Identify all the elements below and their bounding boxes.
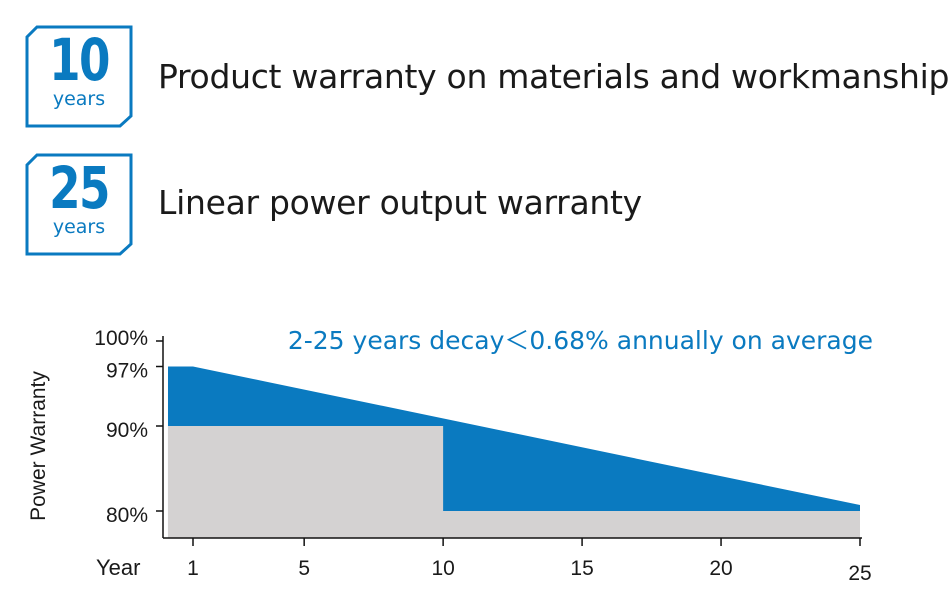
x-tick-label: 5 xyxy=(298,557,310,580)
x-tick-label: 20 xyxy=(709,557,732,580)
badge-unit: years xyxy=(52,216,106,238)
x-tick-label: 15 xyxy=(570,557,593,580)
x-tick-label: 25 xyxy=(848,562,871,585)
product-warranty-text: Product warranty on materials and workma… xyxy=(158,57,950,96)
x-tick-label: 1 xyxy=(187,557,199,580)
decay-annotation: 2-25 years decay＜0.68% annually on avera… xyxy=(288,326,873,355)
warranty-badge-10-years: 10 years xyxy=(25,25,133,128)
badge-frame-icon xyxy=(25,153,133,256)
y-tick-label: 80% xyxy=(106,504,148,527)
badge-frame-icon xyxy=(25,25,133,128)
badge-unit: years xyxy=(52,88,106,110)
x-tick-label: 10 xyxy=(431,557,454,580)
y-tick-label: 97% xyxy=(106,360,148,383)
badge-number: 25 xyxy=(49,154,110,222)
y-axis-label: Power Warranty xyxy=(27,371,50,521)
x-axis-label: Year xyxy=(96,555,140,580)
badge-number: 10 xyxy=(49,26,110,94)
power-warranty-text: Linear power output warranty xyxy=(158,183,642,222)
warranty-badge-25-years: 25 years xyxy=(25,153,133,256)
y-tick-label: 90% xyxy=(106,419,148,442)
guaranteed-step-area xyxy=(167,426,861,538)
y-tick-label: 100% xyxy=(94,327,148,350)
